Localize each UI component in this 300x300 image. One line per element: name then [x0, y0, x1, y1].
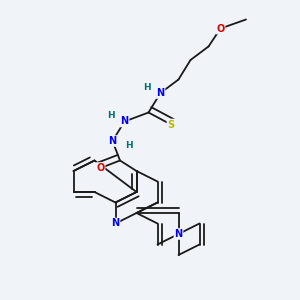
Text: O: O — [216, 23, 225, 34]
Text: H: H — [107, 111, 115, 120]
Text: N: N — [120, 116, 129, 127]
Text: H: H — [125, 141, 133, 150]
Text: S: S — [167, 119, 175, 130]
Text: O: O — [96, 163, 105, 173]
Text: N: N — [156, 88, 165, 98]
Text: H: H — [143, 82, 151, 91]
Text: N: N — [174, 229, 183, 239]
Text: N: N — [111, 218, 120, 229]
Text: N: N — [108, 136, 117, 146]
